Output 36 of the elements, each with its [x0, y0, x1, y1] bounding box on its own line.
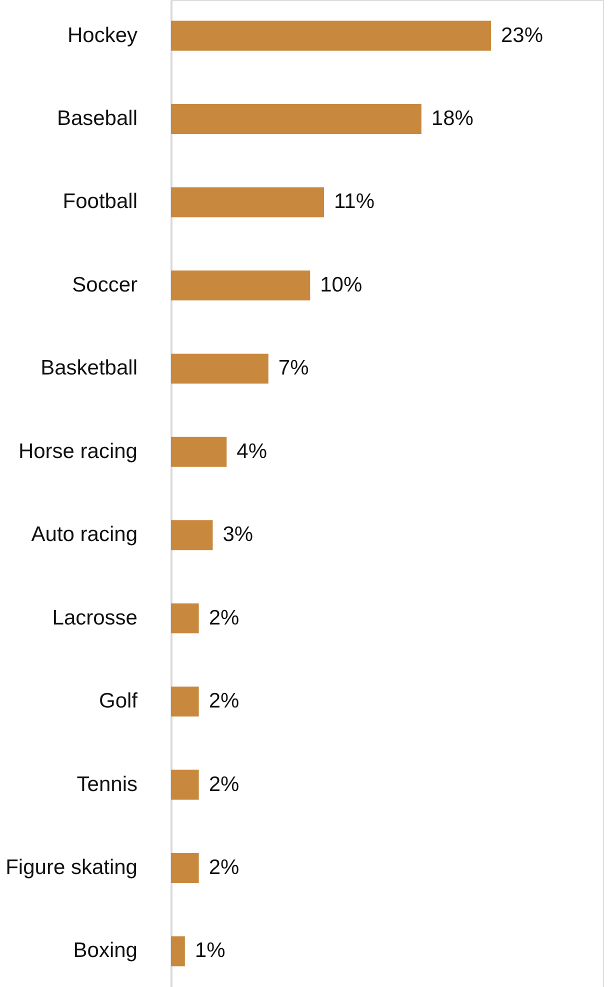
data-label: 18% [431, 107, 474, 130]
bar [171, 936, 185, 966]
bar [171, 20, 491, 51]
bar [171, 354, 268, 384]
data-label: 2% [208, 690, 240, 713]
data-label: 11% [334, 190, 375, 214]
bar [171, 270, 310, 300]
data-label: 10% [320, 273, 362, 296]
data-label: 23% [501, 24, 544, 47]
data-label: 3% [222, 523, 254, 546]
y-tick-label: Basketball [40, 356, 138, 380]
y-tick-label: Hockey [67, 24, 138, 47]
bar [171, 770, 199, 800]
y-tick-label: Baseball [56, 107, 138, 130]
bar [171, 686, 199, 717]
y-tick-label: Soccer [72, 273, 138, 296]
data-label: 2% [208, 772, 240, 796]
data-label: 2% [208, 606, 240, 630]
bar [171, 436, 227, 467]
data-label: 1% [194, 939, 226, 962]
bar [171, 853, 199, 883]
bar [171, 104, 422, 134]
y-tick-label: Golf [98, 690, 138, 713]
bar [171, 187, 324, 218]
y-tick-label: Horse racing [18, 440, 138, 463]
bar [171, 603, 199, 634]
y-tick-label: Football [62, 190, 138, 214]
data-label: 7% [278, 356, 309, 380]
data-label: 4% [236, 440, 268, 463]
y-tick-label: Auto racing [31, 523, 138, 546]
y-tick-label: Boxing [73, 939, 138, 962]
y-tick-label: Figure skating [6, 856, 138, 879]
data-label: 2% [208, 856, 240, 879]
y-tick-label: Lacrosse [52, 606, 138, 630]
y-tick-label: Tennis [76, 772, 138, 796]
bar [171, 520, 213, 550]
